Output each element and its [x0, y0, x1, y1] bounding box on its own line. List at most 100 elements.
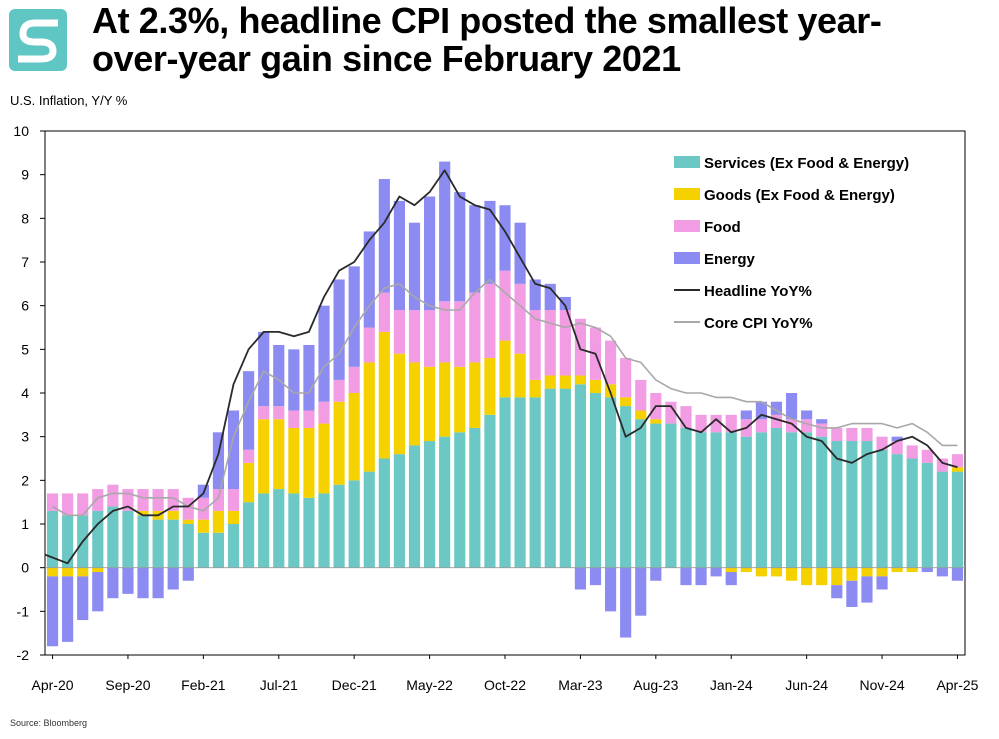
bar-segment-goods-ex-food-energy: [273, 419, 285, 490]
bar-segment-services-ex-food-energy: [333, 484, 345, 568]
bar-segment-goods-ex-food-energy: [529, 379, 541, 398]
y-tick-label: 8: [21, 210, 29, 226]
bar-segment-services-ex-food-energy: [529, 397, 541, 568]
bar-segment-food: [770, 414, 783, 428]
bar-segment-food: [212, 489, 225, 511]
bar-segment-goods-ex-food-energy: [514, 353, 526, 398]
bar-segment-services-ex-food-energy: [861, 441, 873, 568]
bar-segment-food: [861, 427, 873, 442]
bar-segment-energy: [846, 580, 858, 607]
bar-segment-energy: [378, 179, 390, 293]
bar-segment-food: [559, 310, 571, 376]
bar-segment-goods-ex-food-energy: [725, 567, 737, 573]
bar-segment-goods-ex-food-energy: [801, 567, 813, 586]
bar-segment-services-ex-food-energy: [439, 436, 451, 568]
bar-segment-food: [182, 497, 194, 520]
bar-segment-services-ex-food-energy: [544, 388, 556, 568]
bar-segment-energy: [348, 266, 360, 367]
bar-segment-services-ex-food-energy: [936, 471, 948, 568]
bar-segment-food: [755, 419, 767, 433]
legend-label-services-ex-food-energy: Services (Ex Food & Energy): [704, 155, 909, 172]
bar-segment-food: [348, 366, 360, 393]
bar-segment-food: [378, 292, 390, 332]
bar-segment-energy: [514, 222, 526, 284]
x-tick-label: Sep-20: [105, 677, 150, 693]
bar-segment-food: [695, 414, 707, 433]
bar-segment-services-ex-food-energy: [499, 397, 511, 568]
bar-segment-goods-ex-food-energy: [620, 397, 632, 407]
bar-segment-food: [107, 484, 119, 507]
bar-segment-services-ex-food-energy: [725, 432, 737, 568]
bar-segment-energy: [876, 576, 888, 590]
bar-segment-goods-ex-food-energy: [755, 567, 767, 577]
y-tick-label: 4: [21, 385, 29, 401]
bar-segment-food: [710, 414, 722, 433]
bar-segment-goods-ex-food-energy: [439, 362, 451, 437]
bar-segment-energy: [574, 567, 586, 590]
bar-segment-goods-ex-food-energy: [469, 362, 481, 428]
bar-segment-energy: [620, 567, 632, 638]
bar-segment-services-ex-food-energy: [846, 441, 858, 568]
bar-segment-energy: [544, 283, 556, 311]
bar-segment-services-ex-food-energy: [408, 445, 421, 568]
x-tick-label: May-22: [406, 677, 453, 693]
bar-segment-services-ex-food-energy: [122, 510, 134, 568]
bar-segment-food: [801, 419, 813, 433]
bar-segment-goods-ex-food-energy: [92, 567, 104, 573]
bar-segment-food: [665, 401, 677, 424]
title-line-1: At 2.3%, headline CPI posted the smalles…: [92, 0, 882, 41]
bar-segment-energy: [680, 567, 692, 586]
bar-segment-services-ex-food-energy: [770, 427, 783, 568]
x-tick-label: Oct-22: [484, 677, 526, 693]
bar-segment-goods-ex-food-energy: [635, 410, 647, 420]
bar-segment-goods-ex-food-energy: [227, 510, 240, 524]
y-tick-label: 10: [13, 123, 29, 139]
bar-segment-energy: [755, 401, 767, 420]
bar-segment-services-ex-food-energy: [92, 510, 104, 568]
line-headline-yoy: [44, 169, 958, 565]
bar-segment-services-ex-food-energy: [635, 419, 647, 568]
y-tick-label: 1: [21, 516, 29, 532]
bar-segment-food: [62, 493, 74, 516]
bar-segment-food: [393, 310, 406, 354]
y-tick-label: 0: [21, 560, 29, 576]
bar-segment-goods-ex-food-energy: [499, 340, 511, 398]
bar-segment-goods-ex-food-energy: [559, 375, 571, 389]
s-swoosh-logo-icon: [9, 9, 67, 71]
bar-segment-food: [197, 497, 209, 520]
x-tick-label: Nov-24: [859, 677, 904, 693]
bar-segment-goods-ex-food-energy: [846, 567, 858, 581]
bar-segment-services-ex-food-energy: [273, 489, 285, 568]
bar-segment-services-ex-food-energy: [650, 423, 662, 568]
bar-segment-food: [424, 310, 436, 367]
bar-segment-energy: [393, 200, 406, 311]
source-note: Source: Bloomberg: [10, 718, 88, 728]
bar-segment-services-ex-food-energy: [620, 406, 632, 568]
x-tick-label: Dec-21: [332, 677, 377, 693]
bar-segment-services-ex-food-energy: [785, 432, 798, 568]
bar-segment-goods-ex-food-energy: [288, 427, 300, 494]
bar-segment-food: [891, 441, 903, 455]
legend-swatch-energy: [674, 252, 700, 264]
bar-segment-energy: [710, 567, 722, 577]
bar-segment-services-ex-food-energy: [393, 454, 406, 568]
bar-segment-goods-ex-food-energy: [861, 567, 873, 577]
bar-segment-goods-ex-food-energy: [876, 567, 888, 577]
bar-segment-goods-ex-food-energy: [393, 353, 406, 455]
legend-label-goods-ex-food-energy: Goods (Ex Food & Energy): [704, 187, 895, 204]
legend-label-core-cpi-yoy: Core CPI YoY%: [704, 315, 813, 332]
bar-segment-food: [288, 410, 300, 428]
bar-segment-services-ex-food-energy: [46, 510, 59, 568]
bar-segment-goods-ex-food-energy: [891, 567, 903, 573]
bar-segment-services-ex-food-energy: [831, 441, 843, 568]
bar-segment-services-ex-food-energy: [574, 384, 586, 568]
bar-segment-food: [620, 358, 632, 398]
legend-swatch-food: [674, 220, 700, 232]
chart-subtitle: U.S. Inflation, Y/Y %: [10, 93, 128, 108]
bar-segment-energy: [891, 436, 903, 442]
bar-segment-goods-ex-food-energy: [46, 567, 59, 577]
bar-segment-goods-ex-food-energy: [197, 519, 209, 533]
bar-segment-energy: [725, 572, 737, 586]
bar-segment-goods-ex-food-energy: [243, 462, 255, 503]
